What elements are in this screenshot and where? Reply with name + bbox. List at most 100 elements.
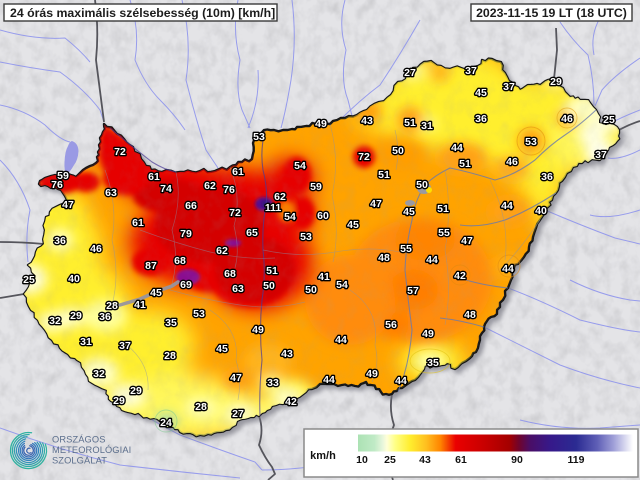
svg-text:61: 61: [132, 217, 144, 229]
svg-text:46: 46: [506, 156, 518, 168]
svg-text:62: 62: [274, 191, 286, 203]
svg-text:33: 33: [267, 377, 279, 389]
svg-text:59: 59: [310, 181, 322, 193]
svg-text:25: 25: [384, 454, 396, 466]
svg-text:47: 47: [370, 198, 382, 210]
svg-text:49: 49: [366, 368, 378, 380]
svg-text:63: 63: [232, 283, 244, 295]
svg-text:24 órás maximális szélsebesség: 24 órás maximális szélsebesség (10m) [km…: [10, 6, 275, 20]
svg-text:59: 59: [57, 170, 69, 182]
svg-text:27: 27: [232, 408, 244, 420]
svg-text:56: 56: [385, 319, 397, 331]
svg-text:35: 35: [165, 317, 177, 329]
svg-text:28: 28: [164, 350, 176, 362]
svg-text:24: 24: [160, 417, 172, 429]
svg-text:46: 46: [561, 113, 573, 125]
svg-text:55: 55: [400, 243, 412, 255]
svg-text:50: 50: [305, 284, 317, 296]
svg-text:51: 51: [404, 117, 416, 129]
svg-text:53: 53: [193, 308, 205, 320]
svg-text:54: 54: [336, 279, 348, 291]
svg-text:42: 42: [285, 396, 297, 408]
svg-text:32: 32: [49, 315, 61, 327]
svg-text:49: 49: [252, 324, 264, 336]
svg-text:41: 41: [134, 299, 146, 311]
svg-text:2023-11-15 19 LT (18 UTC): 2023-11-15 19 LT (18 UTC): [476, 6, 627, 20]
svg-text:51: 51: [378, 169, 390, 181]
svg-text:61: 61: [232, 166, 244, 178]
svg-text:51: 51: [459, 158, 471, 170]
svg-text:48: 48: [464, 309, 476, 321]
svg-text:29: 29: [113, 395, 125, 407]
svg-text:50: 50: [263, 280, 275, 292]
svg-text:29: 29: [550, 76, 562, 88]
svg-text:47: 47: [461, 235, 473, 247]
svg-text:45: 45: [216, 343, 228, 355]
svg-text:53: 53: [300, 231, 312, 243]
svg-text:40: 40: [68, 273, 80, 285]
svg-text:90: 90: [511, 454, 523, 466]
svg-text:79: 79: [180, 228, 192, 240]
svg-text:55: 55: [438, 227, 450, 239]
svg-text:35: 35: [427, 357, 439, 369]
svg-text:42: 42: [454, 270, 466, 282]
svg-text:37: 37: [595, 149, 607, 161]
svg-text:63: 63: [105, 187, 117, 199]
svg-text:43: 43: [281, 348, 293, 360]
svg-text:48: 48: [378, 252, 390, 264]
svg-text:44: 44: [501, 200, 513, 212]
svg-text:45: 45: [150, 287, 162, 299]
svg-text:37: 37: [503, 81, 515, 93]
svg-text:40: 40: [535, 205, 547, 217]
svg-text:31: 31: [80, 336, 92, 348]
svg-text:54: 54: [284, 211, 296, 223]
svg-text:36: 36: [54, 235, 66, 247]
svg-text:10: 10: [356, 454, 368, 466]
svg-text:km/h: km/h: [310, 450, 336, 462]
svg-text:45: 45: [347, 219, 359, 231]
svg-text:60: 60: [317, 210, 329, 222]
svg-text:66: 66: [185, 200, 197, 212]
svg-text:76: 76: [223, 184, 235, 196]
svg-text:72: 72: [114, 146, 126, 158]
svg-text:SZOLGÁLAT: SZOLGÁLAT: [52, 456, 107, 466]
svg-text:37: 37: [465, 65, 477, 77]
svg-text:44: 44: [451, 142, 463, 154]
svg-text:28: 28: [195, 401, 207, 413]
svg-text:61: 61: [455, 454, 467, 466]
svg-text:44: 44: [335, 334, 347, 346]
svg-text:29: 29: [70, 310, 82, 322]
svg-text:46: 46: [90, 243, 102, 255]
svg-text:50: 50: [416, 179, 428, 191]
svg-text:65: 65: [246, 227, 258, 239]
svg-text:47: 47: [62, 199, 74, 211]
svg-text:87: 87: [145, 260, 157, 272]
svg-text:44: 44: [323, 374, 335, 386]
svg-text:51: 51: [437, 203, 449, 215]
svg-text:41: 41: [318, 271, 330, 283]
svg-text:28: 28: [106, 300, 118, 312]
svg-text:49: 49: [422, 328, 434, 340]
svg-text:61: 61: [148, 171, 160, 183]
svg-text:50: 50: [392, 145, 404, 157]
svg-text:METEOROLÓGIAI: METEOROLÓGIAI: [52, 445, 131, 455]
svg-text:49: 49: [315, 118, 327, 130]
svg-text:45: 45: [475, 87, 487, 99]
svg-text:74: 74: [160, 183, 172, 195]
svg-text:27: 27: [404, 67, 416, 79]
svg-text:62: 62: [204, 180, 216, 192]
svg-text:44: 44: [395, 375, 407, 387]
svg-text:43: 43: [419, 454, 431, 466]
svg-text:111: 111: [265, 202, 282, 214]
svg-text:119: 119: [568, 454, 585, 466]
svg-text:54: 54: [294, 160, 306, 172]
svg-text:31: 31: [421, 120, 433, 132]
svg-text:47: 47: [230, 372, 242, 384]
svg-text:44: 44: [426, 254, 438, 266]
svg-text:36: 36: [99, 311, 111, 323]
svg-text:51: 51: [266, 265, 278, 277]
svg-text:68: 68: [224, 268, 236, 280]
svg-text:68: 68: [174, 255, 186, 267]
svg-text:37: 37: [119, 340, 131, 352]
svg-text:ORSZÁGOS: ORSZÁGOS: [52, 435, 106, 445]
